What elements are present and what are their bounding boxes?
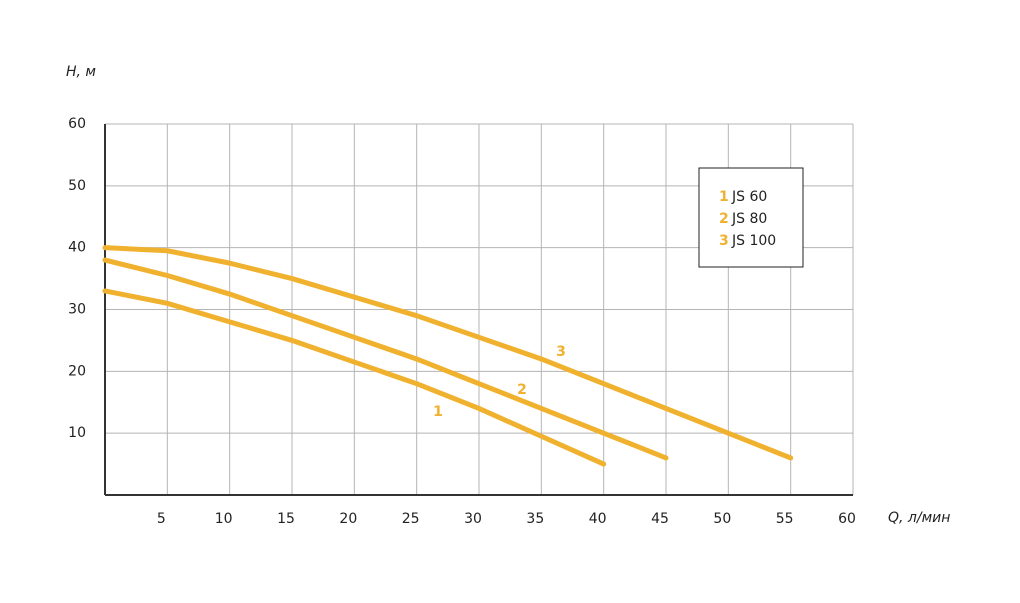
x-tick-label: 55 (776, 511, 794, 527)
y-tick-label: 40 (68, 240, 86, 256)
x-tick-label: 5 (157, 511, 166, 527)
x-tick-label: 35 (526, 511, 544, 527)
legend-number: 1 (719, 189, 729, 205)
x-tick-label: 25 (402, 511, 420, 527)
legend-box (698, 167, 804, 268)
y-tick-label: 10 (68, 425, 86, 441)
x-tick-label: 15 (277, 511, 295, 527)
x-tick-label: 45 (651, 511, 669, 527)
y-axis-label: H, м (66, 64, 96, 80)
y-tick-label: 60 (68, 116, 86, 132)
curve (102, 245, 794, 461)
legend-label: JS 100 (731, 233, 776, 249)
x-tick-label: 20 (339, 511, 357, 527)
x-tick-label: 30 (464, 511, 482, 527)
legend-number: 3 (719, 233, 729, 249)
curve-label: 3 (556, 344, 566, 360)
y-tick-label: 50 (68, 178, 86, 194)
x-tick-label: 10 (215, 511, 233, 527)
curve-label: 2 (517, 382, 527, 398)
y-tick-label: 20 (68, 363, 86, 379)
x-tick-label: 60 (838, 511, 856, 527)
x-axis-label: Q, л/мин (888, 510, 950, 526)
curve (102, 288, 607, 467)
x-tick-label: 40 (589, 511, 607, 527)
curve-label: 1 (433, 404, 443, 420)
legend-label: JS 60 (731, 189, 767, 205)
curve (102, 257, 669, 461)
y-tick-label: 30 (68, 302, 86, 318)
legend-label: JS 80 (731, 211, 767, 227)
legend-number: 2 (719, 211, 729, 227)
x-tick-label: 50 (713, 511, 731, 527)
